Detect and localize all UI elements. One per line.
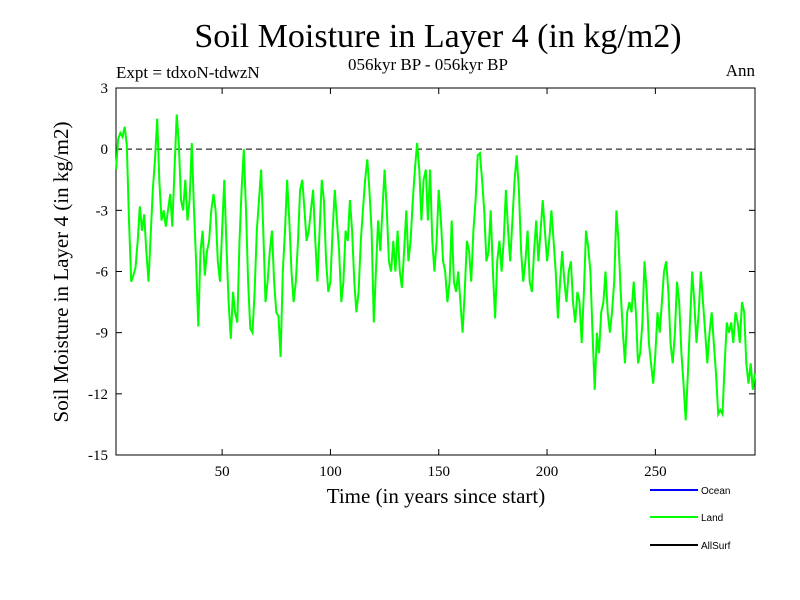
chart-title: Soil Moisture in Layer 4 (in kg/m2) <box>194 18 681 55</box>
legend-allsurf-label: AllSurf <box>701 541 731 552</box>
y-tick-label: -3 <box>96 203 109 219</box>
experiment-label: Expt = tdxoN-tdwzN <box>116 63 260 82</box>
y-tick-label: -15 <box>88 448 108 464</box>
plot-area: 3 0 -3 -6 -9 -12 -15 50 100 150 200 250 <box>88 81 756 480</box>
x-tick-label: 100 <box>319 464 342 480</box>
y-tick-label: -6 <box>96 265 109 281</box>
land-series-line <box>115 114 756 421</box>
time-range-label: 056kyr BP - 056kyr BP <box>348 55 508 74</box>
x-axis-ticks: 50 100 150 200 250 <box>215 88 667 480</box>
x-tick-label: 150 <box>427 464 450 480</box>
legend: Ocean Land AllSurf <box>650 486 731 552</box>
x-tick-label: 250 <box>644 464 667 480</box>
y-tick-label: 0 <box>101 142 109 158</box>
legend-ocean-label: Ocean <box>701 486 730 497</box>
y-tick-label: 3 <box>101 81 109 97</box>
x-axis-label: Time (in years since start) <box>327 484 546 508</box>
y-axis-ticks: 3 0 -3 -6 -9 -12 -15 <box>88 81 755 464</box>
x-tick-label: 50 <box>215 464 230 480</box>
y-tick-label: -12 <box>88 387 108 403</box>
x-tick-label: 200 <box>536 464 559 480</box>
plot-frame <box>115 87 756 456</box>
season-label: Ann <box>726 61 756 80</box>
y-tick-label: -9 <box>96 326 109 342</box>
legend-land-label: Land <box>701 513 723 524</box>
y-axis-label: Soil Moisture in Layer 4 (in kg/m2) <box>49 122 73 423</box>
